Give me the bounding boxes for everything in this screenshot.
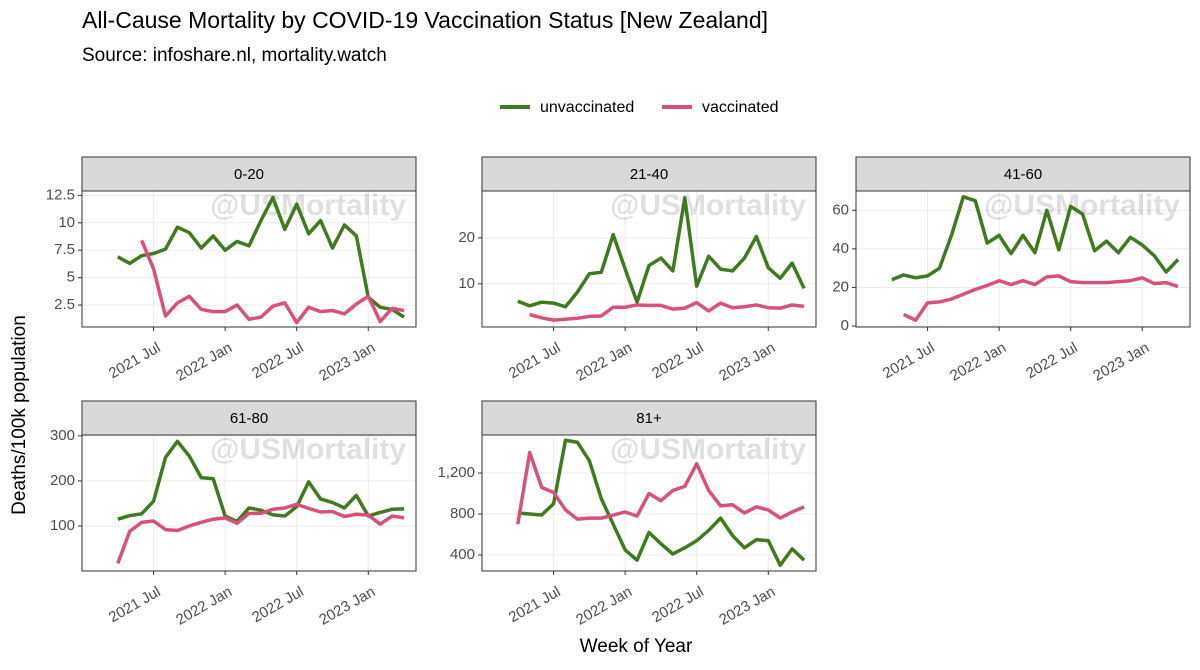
chart-subtitle: Source: infoshare.nl, mortality.watch [82,45,387,66]
y-tick-label: 800 [450,505,475,522]
y-tick-label: 10 [58,214,75,231]
watermark: @USMortality [610,189,806,222]
y-tick-label: 2.5 [54,296,75,313]
panel-border [855,190,1191,328]
watermark: @USMortality [210,189,406,222]
y-tick-label: 10 [458,275,475,292]
strip-label: 21-40 [630,166,668,183]
panel-border [481,190,817,328]
y-tick-label: 40 [832,240,849,257]
y-tick-label: 0 [841,317,849,334]
y-tick-label: 7.5 [54,241,75,258]
panel-border [81,190,417,328]
y-tick-label: 300 [50,427,75,444]
series-line [891,195,1180,282]
strip [481,156,817,192]
watermark: @USMortality [210,433,406,466]
series-line [116,502,405,564]
legend-label: unvaccinated [540,99,634,116]
chart-title: All-Cause Mortality by COVID-19 Vaccinat… [82,7,768,33]
y-tick-label: 12.5 [46,186,75,203]
strip-label: 41-60 [1004,166,1042,183]
series-line [516,450,805,525]
panel-border [81,434,417,572]
y-tick-label: 200 [50,472,75,489]
strip-label: 81+ [636,410,662,427]
y-tick-label: 400 [450,546,475,563]
y-tick-label: 1,200 [437,464,475,481]
panel [482,435,816,571]
series-line [529,300,805,322]
series-line [116,195,406,319]
strip-label: 61-80 [230,410,268,427]
series-line [517,196,806,309]
y-tick-label: 60 [832,201,849,218]
y-tick-label: 100 [50,517,75,534]
panel-border [481,434,817,572]
x-axis-title: Week of Year [580,636,693,657]
series-line [902,274,1179,322]
series-line [517,438,806,568]
strip [481,400,817,436]
y-tick-label: 20 [458,229,475,246]
y-tick-label: 5 [67,269,75,286]
y-tick-label: 20 [832,278,849,295]
legend-label: vaccinated [702,99,779,116]
series-line [140,239,405,325]
strip [81,156,417,192]
y-axis-title: Deaths/100k population [9,315,30,515]
panel [856,191,1190,327]
strip-label: 0-20 [234,166,264,183]
watermark: @USMortality [610,433,806,466]
series-line [117,439,405,524]
